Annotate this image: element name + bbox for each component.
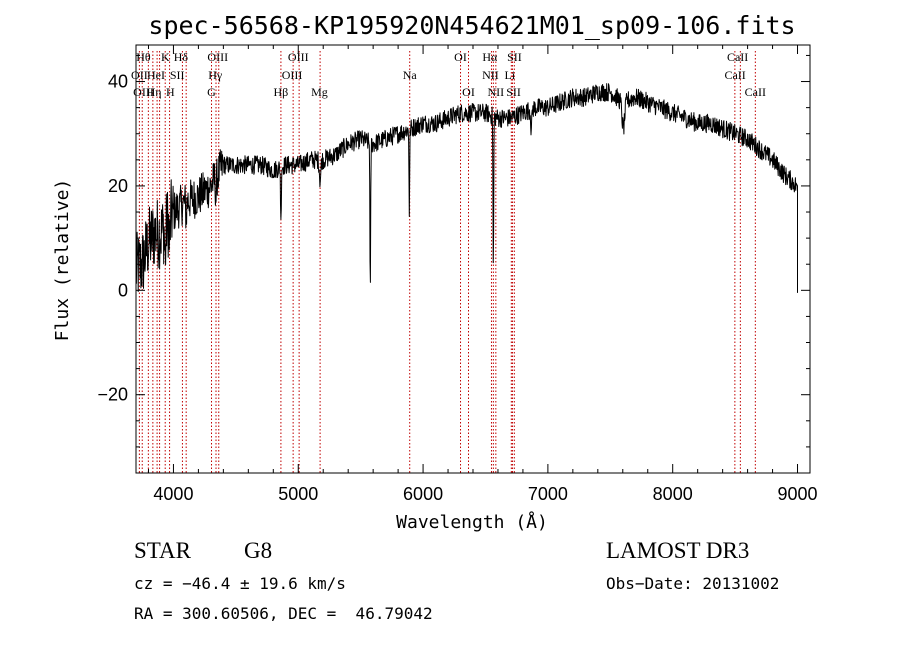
line-label: K	[161, 50, 170, 64]
y-tick-label: −20	[97, 385, 128, 405]
line-label: OIII	[133, 85, 154, 99]
spectrum-line-group	[135, 83, 798, 293]
line-label: OIII	[207, 50, 228, 64]
line-label: SII	[506, 85, 521, 99]
line-label: NII	[482, 68, 499, 82]
line-label: OI	[462, 85, 475, 99]
emission-line-markers	[138, 51, 756, 473]
line-label: Hθ	[136, 50, 151, 64]
line-label: Hη	[147, 85, 162, 99]
x-tick-label: 4000	[153, 484, 193, 504]
emission-line-labels: Hθ K Hδ OIII OIII OI Hα SII CaII OII HeI SII Hγ OIII N…	[131, 50, 766, 99]
chart-title: spec-56568-KP195920N454621M01_sp09-106.f…	[148, 11, 795, 40]
line-label: Hβ	[274, 85, 289, 99]
line-label: H	[166, 85, 175, 99]
line-label: SII	[170, 68, 185, 82]
line-label: NII	[488, 85, 505, 99]
x-axis-label: Wavelength (Å)	[396, 511, 548, 533]
line-label: SII	[507, 50, 522, 64]
line-label: OI	[454, 50, 467, 64]
x-tick-label: 8000	[653, 484, 693, 504]
plot-frame	[135, 44, 811, 474]
x-tick-label: 7000	[528, 484, 568, 504]
line-label: Li	[504, 68, 515, 82]
object-class: STAR	[134, 538, 191, 563]
redshift-cz: cz = −46.4 ± 19.6 km/s	[134, 574, 346, 593]
spectrum-series-line	[135, 83, 798, 293]
line-label: G	[207, 85, 216, 99]
x-axis-ticks: 4000 5000 6000 7000 8000 9000	[147, 45, 818, 504]
line-label: CaII	[724, 68, 745, 82]
x-tick-label: 5000	[278, 484, 318, 504]
line-label: OIII	[288, 50, 309, 64]
line-label: Na	[403, 68, 418, 82]
x-tick-label: 9000	[777, 484, 817, 504]
y-axis-label: Flux (relative)	[52, 179, 73, 342]
survey-name: LAMOST DR3	[606, 538, 750, 563]
object-subclass: G8	[244, 538, 273, 563]
line-label: CaII	[745, 85, 766, 99]
line-label: Hγ	[208, 68, 223, 82]
line-label: Hα	[482, 50, 498, 64]
y-axis-ticks: −20 0 20 40	[97, 54, 810, 448]
y-tick-label: 40	[108, 72, 128, 92]
line-label: CaII	[727, 50, 748, 64]
line-label: Hδ	[174, 50, 189, 64]
y-tick-label: 0	[118, 280, 128, 300]
line-label: OIII	[282, 68, 303, 82]
x-tick-label: 6000	[403, 484, 443, 504]
line-label: OII	[131, 68, 148, 82]
y-tick-label: 20	[108, 176, 128, 196]
observation-date: Obs−Date: 20131002	[606, 574, 780, 593]
line-label: Mg	[311, 85, 328, 99]
line-label: HeI	[147, 68, 165, 82]
coordinates: RA = 300.60506, DEC = 46.79042	[134, 604, 433, 623]
